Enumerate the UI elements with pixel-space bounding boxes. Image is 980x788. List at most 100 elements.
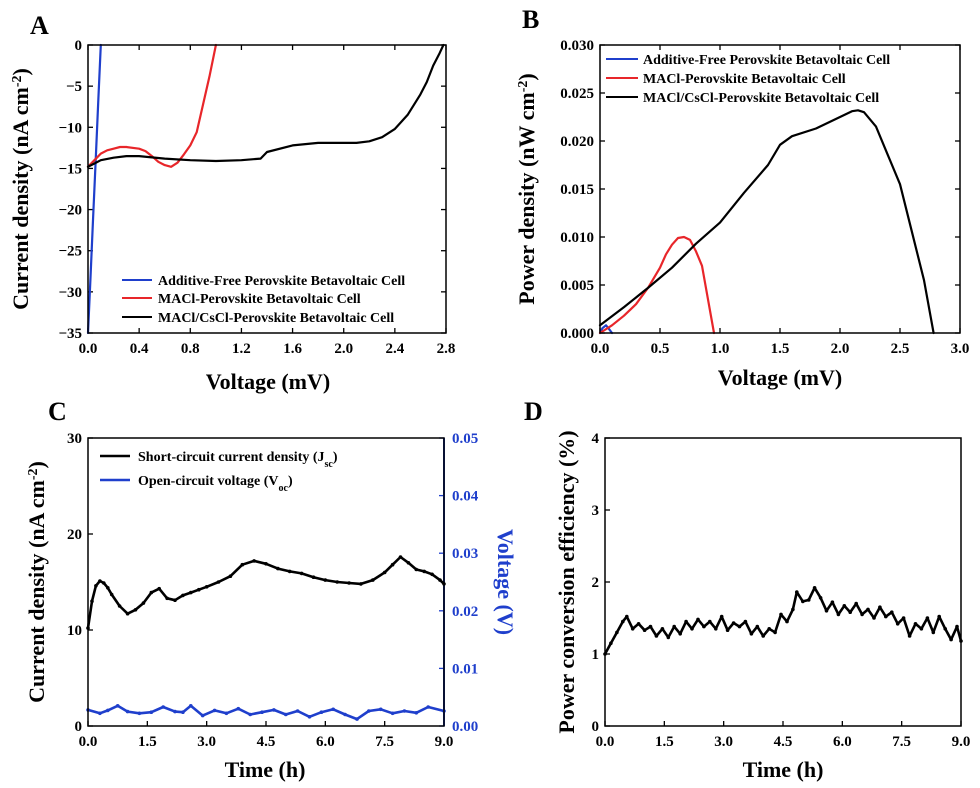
y-tick-label: 2 bbox=[592, 575, 600, 591]
series-jsc-point bbox=[125, 611, 130, 616]
series-efficiency-point bbox=[931, 630, 936, 635]
x-tick-label: 6.0 bbox=[833, 734, 852, 750]
y-tick-label: 30 bbox=[67, 431, 82, 447]
legend: Short-circuit current density (Jsc) Open… bbox=[100, 450, 338, 494]
series-jsc-point bbox=[189, 590, 193, 595]
series-voc-point bbox=[125, 709, 130, 714]
y-axis-label: Current density (nA cm-2) bbox=[8, 68, 33, 310]
series-efficiency-point bbox=[621, 619, 625, 624]
x-tick-label: 0.8 bbox=[181, 341, 200, 357]
y-tick-label: 1 bbox=[592, 647, 600, 663]
series-efficiency-point bbox=[884, 614, 888, 619]
series-efficiency-point bbox=[702, 624, 706, 629]
series-jsc-point bbox=[165, 596, 169, 601]
series-efficiency-point bbox=[824, 609, 829, 613]
legend-label-macl-cscl: MACl/CsCl-Perovskite Betavoltaic Cell bbox=[158, 311, 394, 326]
series-voc-point bbox=[200, 713, 205, 718]
series-efficiency-point bbox=[860, 612, 864, 617]
legend-label-voc: Open-circuit voltage (Voc) bbox=[138, 474, 293, 494]
series-efficiency-point bbox=[630, 627, 635, 631]
series-jsc-point bbox=[240, 562, 245, 567]
series-efficiency-point bbox=[755, 624, 760, 629]
x-tick-label: 0.4 bbox=[130, 341, 149, 357]
series-jsc-point bbox=[264, 562, 268, 566]
series-jsc-point bbox=[390, 562, 395, 567]
legend-label-additive-free: Additive-Free Perovskite Betavoltaic Cel… bbox=[158, 274, 405, 289]
series-efficiency-point bbox=[666, 635, 671, 640]
y-tick-label: −15 bbox=[58, 161, 82, 177]
x-tick-label: 0.0 bbox=[596, 734, 615, 750]
series-jsc-point bbox=[94, 584, 98, 588]
y2-axis-label: Voltage (V) bbox=[493, 529, 518, 635]
x-tick-label: 2.0 bbox=[334, 341, 353, 357]
y-axis-label: Power conversion efficiency (%) bbox=[554, 430, 579, 733]
series-efficiency-point bbox=[895, 622, 900, 626]
series-voc-point bbox=[224, 711, 229, 716]
y-tick-label: 4 bbox=[592, 431, 600, 447]
series-jsc-point bbox=[398, 555, 403, 559]
series-jsc-point bbox=[299, 571, 304, 576]
series-jsc-point bbox=[406, 561, 411, 565]
x-tick-label: 2.5 bbox=[891, 341, 910, 357]
series-efficiency-point bbox=[690, 627, 694, 631]
y-tick-label: 0.010 bbox=[560, 230, 594, 246]
legend-label-jsc: Short-circuit current density (Jsc) bbox=[138, 450, 338, 470]
series-efficiency-point bbox=[678, 632, 682, 636]
y-tick-label: 3 bbox=[592, 503, 600, 519]
series-jsc-point bbox=[438, 578, 442, 582]
series-efficiency-point bbox=[872, 616, 876, 620]
y-tick-label: −35 bbox=[58, 326, 82, 342]
x-axis-label: Time (h) bbox=[743, 757, 824, 782]
series-efficiency-point bbox=[791, 607, 795, 612]
x-tick-label: 9.0 bbox=[435, 734, 454, 750]
series-efficiency-point bbox=[913, 622, 918, 626]
series-efficiency-point bbox=[937, 614, 941, 619]
series-voc-point bbox=[181, 710, 185, 714]
x-tick-label: 7.5 bbox=[892, 734, 911, 750]
series-jsc-point bbox=[197, 587, 201, 592]
plot-area-frame bbox=[599, 44, 961, 334]
y-tick-label: 0.030 bbox=[560, 38, 594, 54]
y-tick-label: 0.015 bbox=[560, 182, 594, 198]
x-tick-label: 2.0 bbox=[831, 341, 850, 357]
y-tick-label: 0 bbox=[75, 38, 83, 54]
series-efficiency-point bbox=[672, 624, 676, 629]
series-voc-point bbox=[189, 704, 193, 708]
series-voc-point bbox=[390, 711, 395, 716]
series-macl bbox=[86, 43, 217, 168]
y-tick-label: −5 bbox=[66, 79, 82, 95]
series-voc-point bbox=[212, 708, 217, 713]
series-jsc-point bbox=[422, 569, 427, 574]
series-efficiency-point bbox=[866, 607, 870, 612]
series-jsc-point bbox=[216, 580, 221, 584]
legend-label-additive-free: Additive-Free Perovskite Betavoltaic Cel… bbox=[643, 53, 890, 68]
x-axis-label: Voltage (mV) bbox=[206, 369, 330, 394]
y-tick-label: −10 bbox=[58, 120, 82, 136]
series-voc-point bbox=[115, 704, 120, 708]
x-tick-label: 3.0 bbox=[714, 734, 733, 750]
x-tick-label: 0.0 bbox=[591, 341, 610, 357]
plot-area-frame bbox=[604, 437, 962, 727]
series-jsc-point bbox=[102, 581, 106, 585]
series-voc-point bbox=[98, 711, 102, 716]
series-jsc-point bbox=[382, 570, 387, 575]
series-efficiency-point bbox=[901, 616, 906, 620]
y-axis-label: Power density (nW cm-2) bbox=[514, 73, 539, 304]
series-voc-point bbox=[331, 707, 336, 712]
series-efficiency-point bbox=[836, 612, 841, 617]
panel-b: B Voltage (mV) Power density (nW cm-2) 0… bbox=[514, 5, 969, 390]
series-macl-cscl bbox=[86, 43, 445, 168]
series-jsc-point bbox=[141, 601, 146, 605]
series-efficiency-point bbox=[615, 630, 619, 635]
panel-c: C Time (h) Current density (nA cm-2) Vol… bbox=[24, 397, 518, 782]
series-jsc-point bbox=[347, 581, 351, 585]
series-voc-point bbox=[137, 711, 142, 716]
series-efficiency-point bbox=[773, 630, 777, 635]
x-axis-label: Voltage (mV) bbox=[718, 365, 842, 390]
series-efficiency-point bbox=[660, 627, 665, 631]
series-efficiency-point bbox=[743, 619, 748, 624]
x-tick-label: 1.6 bbox=[283, 341, 302, 357]
series-jsc-point bbox=[204, 585, 209, 589]
series-jsc-point bbox=[109, 592, 114, 597]
series-jsc-point bbox=[228, 574, 233, 578]
